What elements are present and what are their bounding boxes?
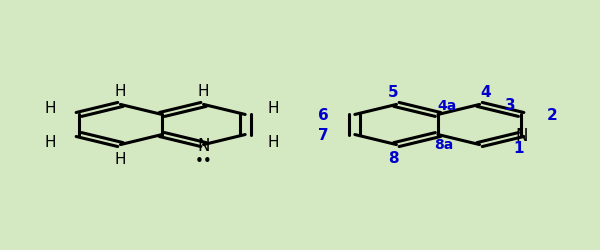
Text: 4: 4 <box>480 84 491 100</box>
Text: ••: •• <box>194 154 212 169</box>
Text: N: N <box>197 136 210 154</box>
Text: 1: 1 <box>513 140 523 156</box>
Text: H: H <box>115 151 126 166</box>
Text: 3: 3 <box>505 98 516 112</box>
Text: H: H <box>268 101 280 116</box>
Text: 6: 6 <box>318 108 329 122</box>
Text: 5: 5 <box>388 84 399 100</box>
Text: 7: 7 <box>319 128 329 142</box>
Text: H: H <box>44 134 56 149</box>
Text: H: H <box>268 134 280 149</box>
Text: H: H <box>44 101 56 116</box>
Text: N: N <box>515 126 527 144</box>
Text: 8a: 8a <box>434 137 454 151</box>
Text: 2: 2 <box>547 108 558 122</box>
Text: H: H <box>198 84 209 99</box>
Text: 4a: 4a <box>437 99 457 113</box>
Text: H: H <box>115 84 126 99</box>
Text: 8: 8 <box>388 150 399 166</box>
